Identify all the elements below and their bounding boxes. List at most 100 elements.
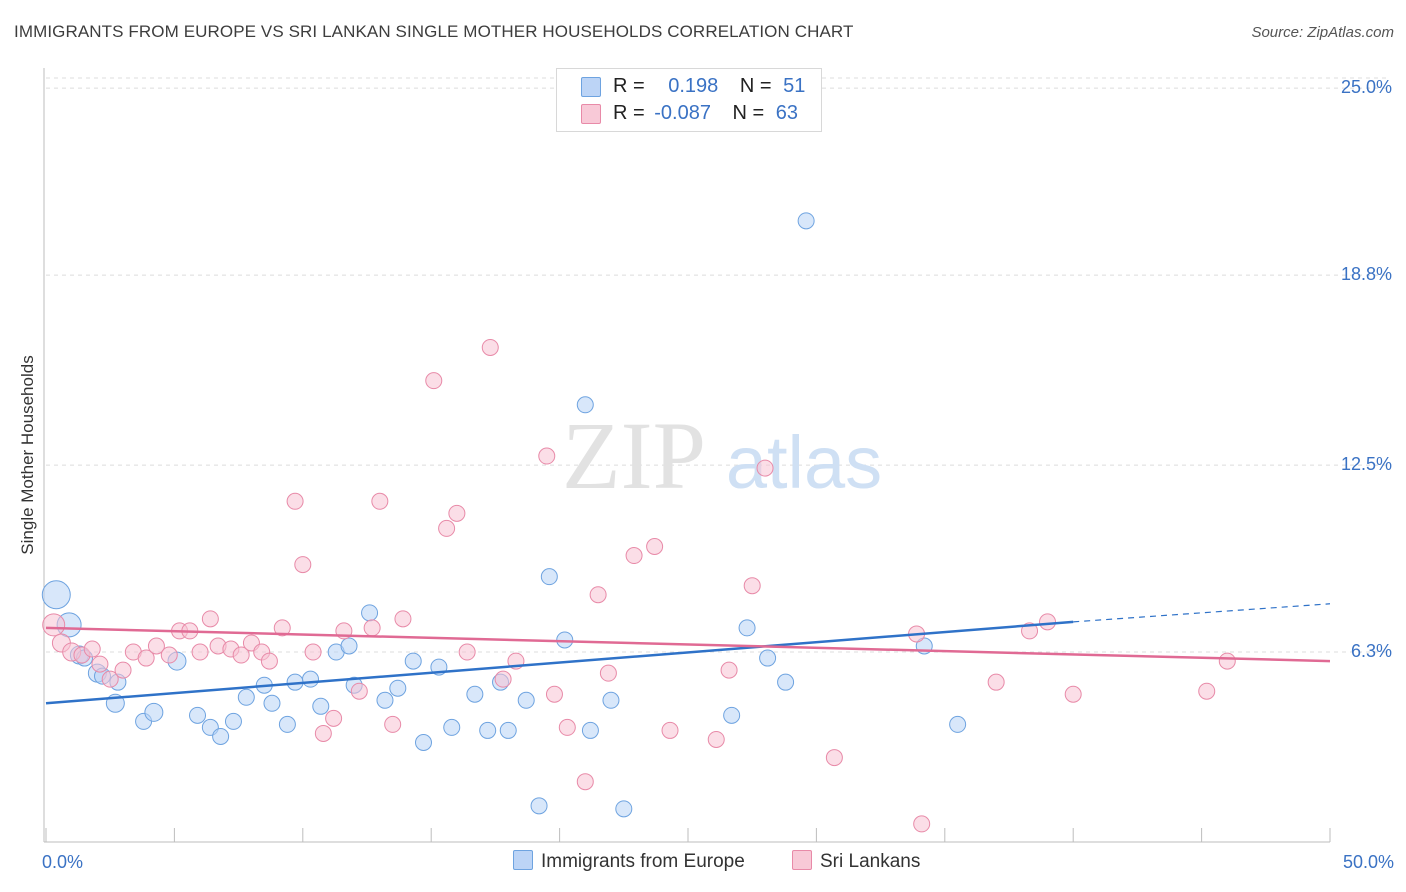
watermark-zip: ZIP [562, 402, 706, 509]
bottom-legend-srilankans: Sri Lankans [792, 850, 920, 873]
legend-r-label: R = [613, 75, 645, 97]
chart-title: IMMIGRANTS FROM EUROPE VS SRI LANKAN SIN… [14, 22, 854, 41]
point-srilankans [538, 447, 556, 465]
point-srilankans [147, 637, 165, 655]
point-srilankans [286, 492, 304, 510]
point-srilankans [191, 643, 209, 661]
point-srilankans [661, 721, 679, 739]
trend-line-europe-extension [1073, 603, 1331, 623]
point-srilankans [273, 619, 291, 637]
legend-n-label: N = [732, 102, 765, 124]
point-europe [499, 721, 517, 739]
point-srilankans [1064, 685, 1082, 703]
gridlines [46, 77, 1390, 653]
point-srilankans [91, 655, 109, 673]
point-europe [540, 568, 558, 586]
point-europe [361, 604, 379, 622]
point-europe [340, 637, 358, 655]
point-europe [237, 688, 255, 706]
point-srilankans [987, 673, 1005, 691]
point-europe [466, 685, 484, 703]
y-tick-label: 6.3% [1350, 641, 1392, 662]
bottom-legend-swatch-europe [513, 850, 533, 870]
legend-r-value: -0.087 [654, 102, 711, 124]
point-srilankans [232, 646, 250, 664]
point-europe [576, 396, 594, 414]
point-europe [797, 212, 815, 230]
point-srilankans [384, 715, 402, 733]
point-srilankans [160, 646, 178, 664]
point-europe [376, 691, 394, 709]
watermark-atlas: atlas [726, 421, 882, 504]
point-srilankans [438, 519, 456, 537]
point-europe [302, 670, 320, 688]
point-srilankans [114, 661, 132, 679]
point-srilankans [448, 504, 466, 522]
bottom-legend-europe: Immigrants from Europe [513, 850, 745, 873]
point-europe [41, 580, 71, 610]
point-europe [949, 715, 967, 733]
point-srilankans [304, 643, 322, 661]
point-europe [479, 721, 497, 739]
point-srilankans [42, 613, 66, 637]
point-srilankans [756, 459, 774, 477]
axes [43, 68, 1331, 843]
point-srilankans [371, 492, 389, 510]
y-tick-label: 12.5% [1340, 454, 1392, 475]
point-srilankans [1218, 652, 1236, 670]
point-europe [144, 702, 164, 722]
point-srilankans [625, 547, 643, 565]
point-srilankans [294, 556, 312, 574]
point-europe [312, 697, 330, 715]
point-srilankans [101, 670, 119, 688]
point-srilankans [1039, 613, 1057, 631]
point-srilankans [720, 661, 738, 679]
point-srilankans [589, 586, 607, 604]
point-srilankans [137, 649, 155, 667]
point-europe [517, 691, 535, 709]
point-srilankans [325, 709, 343, 727]
point-srilankans [494, 670, 512, 688]
point-europe [443, 718, 461, 736]
point-srilankans [201, 610, 219, 628]
bottom-legend-label-europe: Immigrants from Europe [541, 851, 745, 872]
bottom-legend-label-srilankans: Sri Lankans [820, 851, 921, 872]
bottom-legend-swatch-srilankans [792, 850, 812, 870]
point-europe [414, 733, 432, 751]
point-europe [263, 694, 281, 712]
point-srilankans [260, 652, 278, 670]
point-europe [759, 649, 777, 667]
point-europe [738, 619, 756, 637]
point-srilankans [350, 682, 368, 700]
point-srilankans [481, 338, 499, 356]
trend-line-europe [45, 620, 1074, 705]
legend-n-value: 63 [775, 102, 799, 124]
point-europe [224, 712, 242, 730]
point-srilankans [646, 537, 664, 555]
y-axis-label: Single Mother Households [18, 355, 37, 555]
point-srilankans [558, 718, 576, 736]
point-europe [389, 679, 407, 697]
point-europe [278, 715, 296, 733]
point-srilankans [545, 685, 563, 703]
data-points [41, 212, 1236, 833]
point-europe [602, 691, 620, 709]
legend-swatch-europe [581, 77, 601, 97]
point-europe [777, 673, 795, 691]
legend-r-label: R = [613, 102, 645, 124]
point-srilankans [576, 773, 594, 791]
point-srilankans [825, 749, 843, 767]
point-srilankans [599, 664, 617, 682]
point-srilankans [707, 730, 725, 748]
point-srilankans [1198, 682, 1216, 700]
source-label: Source: ZipAtlas.com [1251, 24, 1394, 41]
point-europe [615, 800, 633, 818]
point-europe [189, 706, 207, 724]
watermark: ZIP atlas [562, 402, 882, 509]
point-europe [530, 797, 548, 815]
point-europe [723, 706, 741, 724]
legend-n-value: 51 [783, 75, 806, 97]
point-srilankans [314, 724, 332, 742]
point-srilankans [913, 815, 931, 833]
